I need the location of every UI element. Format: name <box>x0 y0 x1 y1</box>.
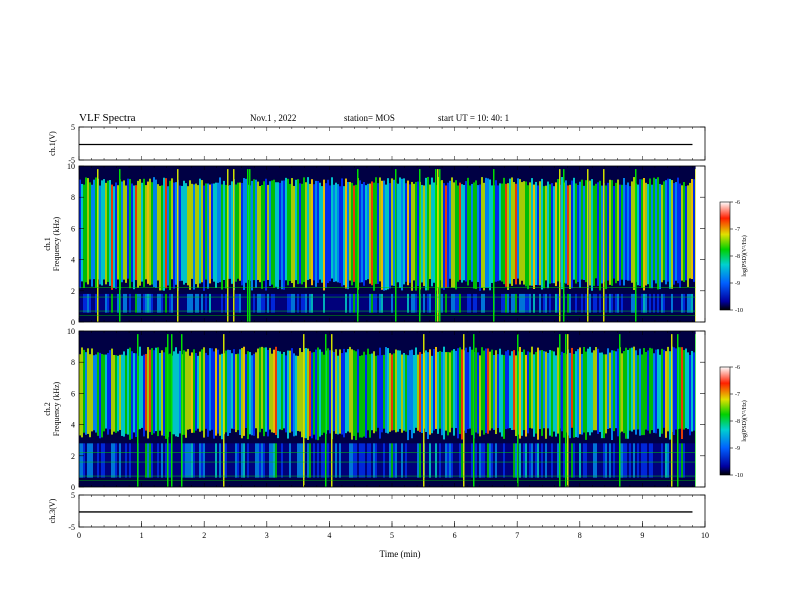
y-axis: 5 -5 <box>68 123 705 165</box>
y-tick-label: 10 <box>67 327 75 336</box>
colorbar-tick-label: -8 <box>735 254 740 260</box>
colorbar-scale <box>719 366 731 476</box>
x-tick-label: 1 <box>140 531 144 540</box>
plot-frame <box>78 126 706 161</box>
spectrogram-columns <box>79 334 697 487</box>
station-label: station= MOS <box>344 113 395 123</box>
x-tick-label: 8 <box>578 531 582 540</box>
date-label: Nov.1 , 2022 <box>250 113 297 123</box>
y-tick-label: 5 <box>71 491 75 500</box>
panel-1: 5 -5 ch.1(V) <box>48 123 706 165</box>
x-tick-label: 0 <box>77 531 81 540</box>
y-axis-label: ch.1 <box>43 237 52 251</box>
y-tick-label: 5 <box>71 123 75 132</box>
x-axis-label: Time (min) <box>380 549 421 559</box>
y-axis-sublabel: Frequency (kHz) <box>52 216 61 271</box>
spectrogram-columns <box>79 169 697 322</box>
y-axis-label: ch.1(V) <box>48 131 57 156</box>
x-tick-label: 7 <box>515 531 519 540</box>
y-axis-sublabel: Frequency (kHz) <box>52 381 61 436</box>
colorbar-tick-label: -10 <box>735 473 743 479</box>
y-axis-label: ch.3(V) <box>48 498 57 523</box>
colorbar-scale <box>719 201 731 311</box>
y-tick-label: 8 <box>71 358 75 367</box>
x-axis: Time (min) 0 1 2 3 4 5 6 7 8 9 10 <box>77 521 709 559</box>
y-axis: 0 2 4 6 8 10 <box>67 162 705 327</box>
x-tick-label: 6 <box>453 531 457 540</box>
x-tick-label: 10 <box>701 531 709 540</box>
y-tick-label: 6 <box>71 224 75 233</box>
y-tick-label: 2 <box>71 287 75 296</box>
panel-4: 5 -5 ch.3(V) <box>48 491 706 532</box>
y-tick-label: 6 <box>71 389 75 398</box>
x-tick-label: 4 <box>327 531 331 540</box>
colorbar-tick-label: -9 <box>735 446 740 452</box>
colorbar-label: log(PSD)(V²/Hz) <box>741 235 748 276</box>
start-time-label: start UT = 10: 40: 1 <box>438 113 510 123</box>
panel-2: -6 -7 -8 -9 -10 log(PSD)(V²/Hz) 0 2 4 6 8 10 ch.1 Fre… <box>43 162 748 327</box>
x-tick-label: 3 <box>265 531 269 540</box>
colorbar: -6 -7 -8 -9 -10 log(PSD)(V²/Hz) <box>719 200 748 314</box>
colorbar-tick-label: -6 <box>735 200 740 206</box>
colorbar-label: log(PSD)(V²/Hz) <box>741 400 748 441</box>
y-tick-label: 4 <box>71 421 75 430</box>
y-tick-label: 4 <box>71 256 75 265</box>
panel-3: -6 -7 -8 -9 -10 log(PSD)(V²/Hz) 0 2 4 6 8 10 ch.2 Fre… <box>43 327 748 492</box>
y-tick-label: 2 <box>71 452 75 461</box>
y-tick-label: -5 <box>68 523 75 532</box>
y-axis: 0 2 4 6 8 10 <box>67 327 705 492</box>
y-tick-label: 0 <box>71 483 75 492</box>
colorbar-tick-label: -7 <box>735 227 740 233</box>
colorbar: -6 -7 -8 -9 -10 log(PSD)(V²/Hz) <box>719 365 748 479</box>
colorbar-tick-label: -10 <box>735 308 743 314</box>
y-tick-label: 10 <box>67 162 75 171</box>
y-tick-label: 8 <box>71 193 75 202</box>
y-tick-label: 0 <box>71 318 75 327</box>
colorbar-tick-label: -7 <box>735 392 740 398</box>
y-axis: 5 -5 <box>68 491 705 532</box>
colorbar-tick-label: -6 <box>735 365 740 371</box>
y-axis-label: ch.2 <box>43 402 52 416</box>
colorbar-tick-label: -8 <box>735 419 740 425</box>
x-tick-label: 5 <box>390 531 394 540</box>
x-tick-label: 9 <box>640 531 644 540</box>
y-tick-label: -5 <box>68 156 75 165</box>
figure-title: VLF Spectra <box>79 112 136 124</box>
panels-layer: 5 -5 ch.1(V) -6 -7 -8 -9 -10 log(PSD)(V²/Hz) 0 2 4 6… <box>43 123 748 532</box>
x-tick-label: 2 <box>202 531 206 540</box>
colorbar-tick-label: -9 <box>735 281 740 287</box>
